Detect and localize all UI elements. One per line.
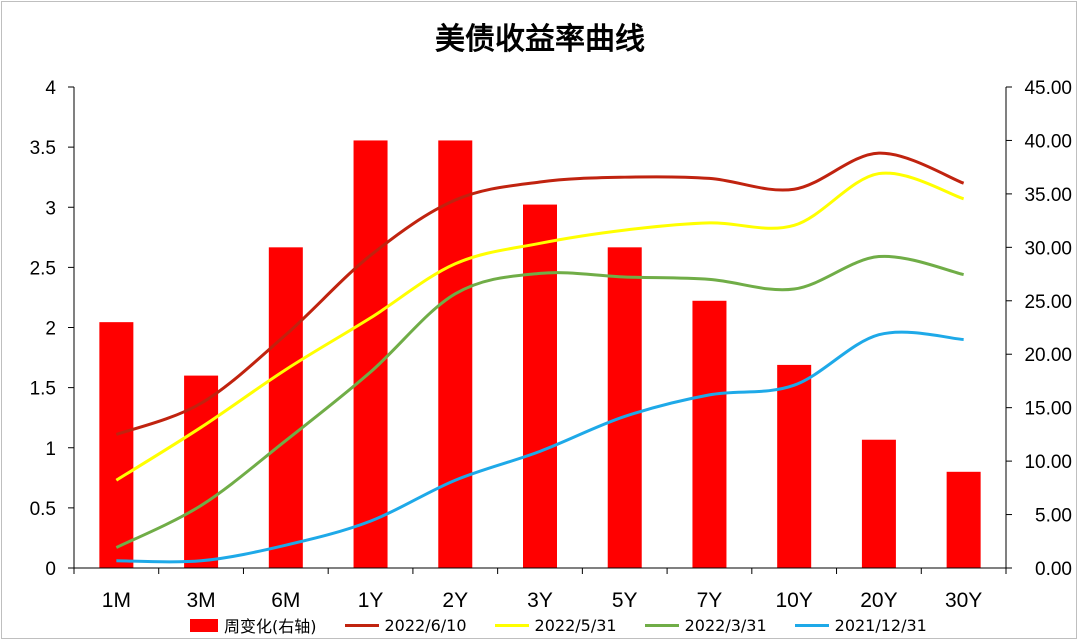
y-left-tick-label: 1 — [45, 439, 56, 460]
x-tick-label-30Y: 30Y — [945, 589, 982, 612]
y-right-tick-label: 5.00 — [1035, 506, 1072, 527]
legend-label-bars: 周变化(右轴) — [224, 617, 317, 636]
legend-item-series-0: 2022/6/10 — [344, 615, 467, 635]
series-line-3 — [116, 330, 964, 564]
y-right-tick-label: 25.00 — [1024, 292, 1072, 313]
bar-2Y — [438, 140, 473, 568]
x-tick-label-5Y: 5Y — [612, 589, 638, 612]
y-right-tick-label: 45.00 — [1024, 78, 1072, 99]
legend-item-series-1: 2022/5/31 — [494, 615, 617, 635]
legend-item-series-3: 2021/12/31 — [794, 615, 927, 635]
bar-1Y — [353, 140, 388, 568]
bar-6M — [268, 247, 303, 569]
y-left-tick-label: 2 — [45, 319, 56, 340]
legend-item-bars: 周变化(右轴) — [190, 613, 317, 637]
legend-swatch-series-2 — [644, 623, 679, 627]
y-left-tick-label: 3.5 — [30, 138, 56, 159]
series-line-0 — [115, 151, 965, 436]
series-line-2 — [115, 254, 964, 549]
legend-item-series-2: 2022/3/31 — [644, 615, 767, 635]
legend-label-series-1: 2022/5/31 — [534, 615, 617, 635]
y-left-tick-label: 2.5 — [30, 258, 56, 279]
y-left-tick-label: 4 — [45, 78, 56, 99]
x-tick-label-20Y: 20Y — [860, 589, 897, 612]
x-tick-label-10Y: 10Y — [775, 589, 812, 612]
legend-swatch-series-0 — [344, 623, 379, 627]
bar-3Y — [523, 204, 557, 569]
legend: 周变化(右轴) 2022/6/10 2022/5/31 2022/3/31 20… — [190, 614, 955, 636]
y-left-tick-label: 0 — [45, 559, 56, 580]
y-right-tick-label: 15.00 — [1024, 399, 1072, 420]
chart-title: 美债收益率曲线 — [435, 22, 645, 57]
legend-swatch-series-1 — [494, 623, 529, 627]
y-left-tick-label: 1.5 — [30, 379, 56, 400]
series-line-1 — [115, 171, 965, 482]
legend-label-series-2: 2022/3/31 — [684, 615, 767, 635]
bar-1M — [99, 322, 134, 568]
bar-30Y — [946, 471, 981, 568]
legend-swatch-bars — [190, 618, 218, 632]
y-right-tick-label: 35.00 — [1024, 185, 1072, 206]
x-tick-label-6M: 6M — [271, 589, 300, 612]
bar-5Y — [607, 247, 642, 569]
x-tick-label-1Y: 1Y — [358, 589, 384, 612]
x-tick-label-1M: 1M — [102, 589, 131, 612]
y-left-tick-label: 0.5 — [30, 499, 56, 520]
y-right-tick-label: 20.00 — [1024, 345, 1072, 366]
y-right-tick-label: 30.00 — [1024, 238, 1072, 259]
bar-10Y — [777, 364, 812, 568]
legend-label-series-3: 2021/12/31 — [834, 615, 927, 635]
x-tick-label-7Y: 7Y — [697, 589, 723, 612]
bar-7Y — [692, 300, 727, 568]
y-right-tick-label: 0.00 — [1035, 559, 1072, 580]
y-right-tick-label: 10.00 — [1024, 452, 1072, 473]
y-right-tick-label: 40.00 — [1024, 131, 1072, 152]
x-tick-label-2Y: 2Y — [442, 589, 468, 612]
y-left-tick-label: 3 — [45, 198, 56, 219]
legend-swatch-series-3 — [794, 623, 829, 627]
bar-20Y — [861, 439, 896, 568]
legend-label-series-0: 2022/6/10 — [384, 615, 467, 635]
x-tick-label-3M: 3M — [186, 589, 215, 612]
x-tick-label-3Y: 3Y — [527, 589, 553, 612]
